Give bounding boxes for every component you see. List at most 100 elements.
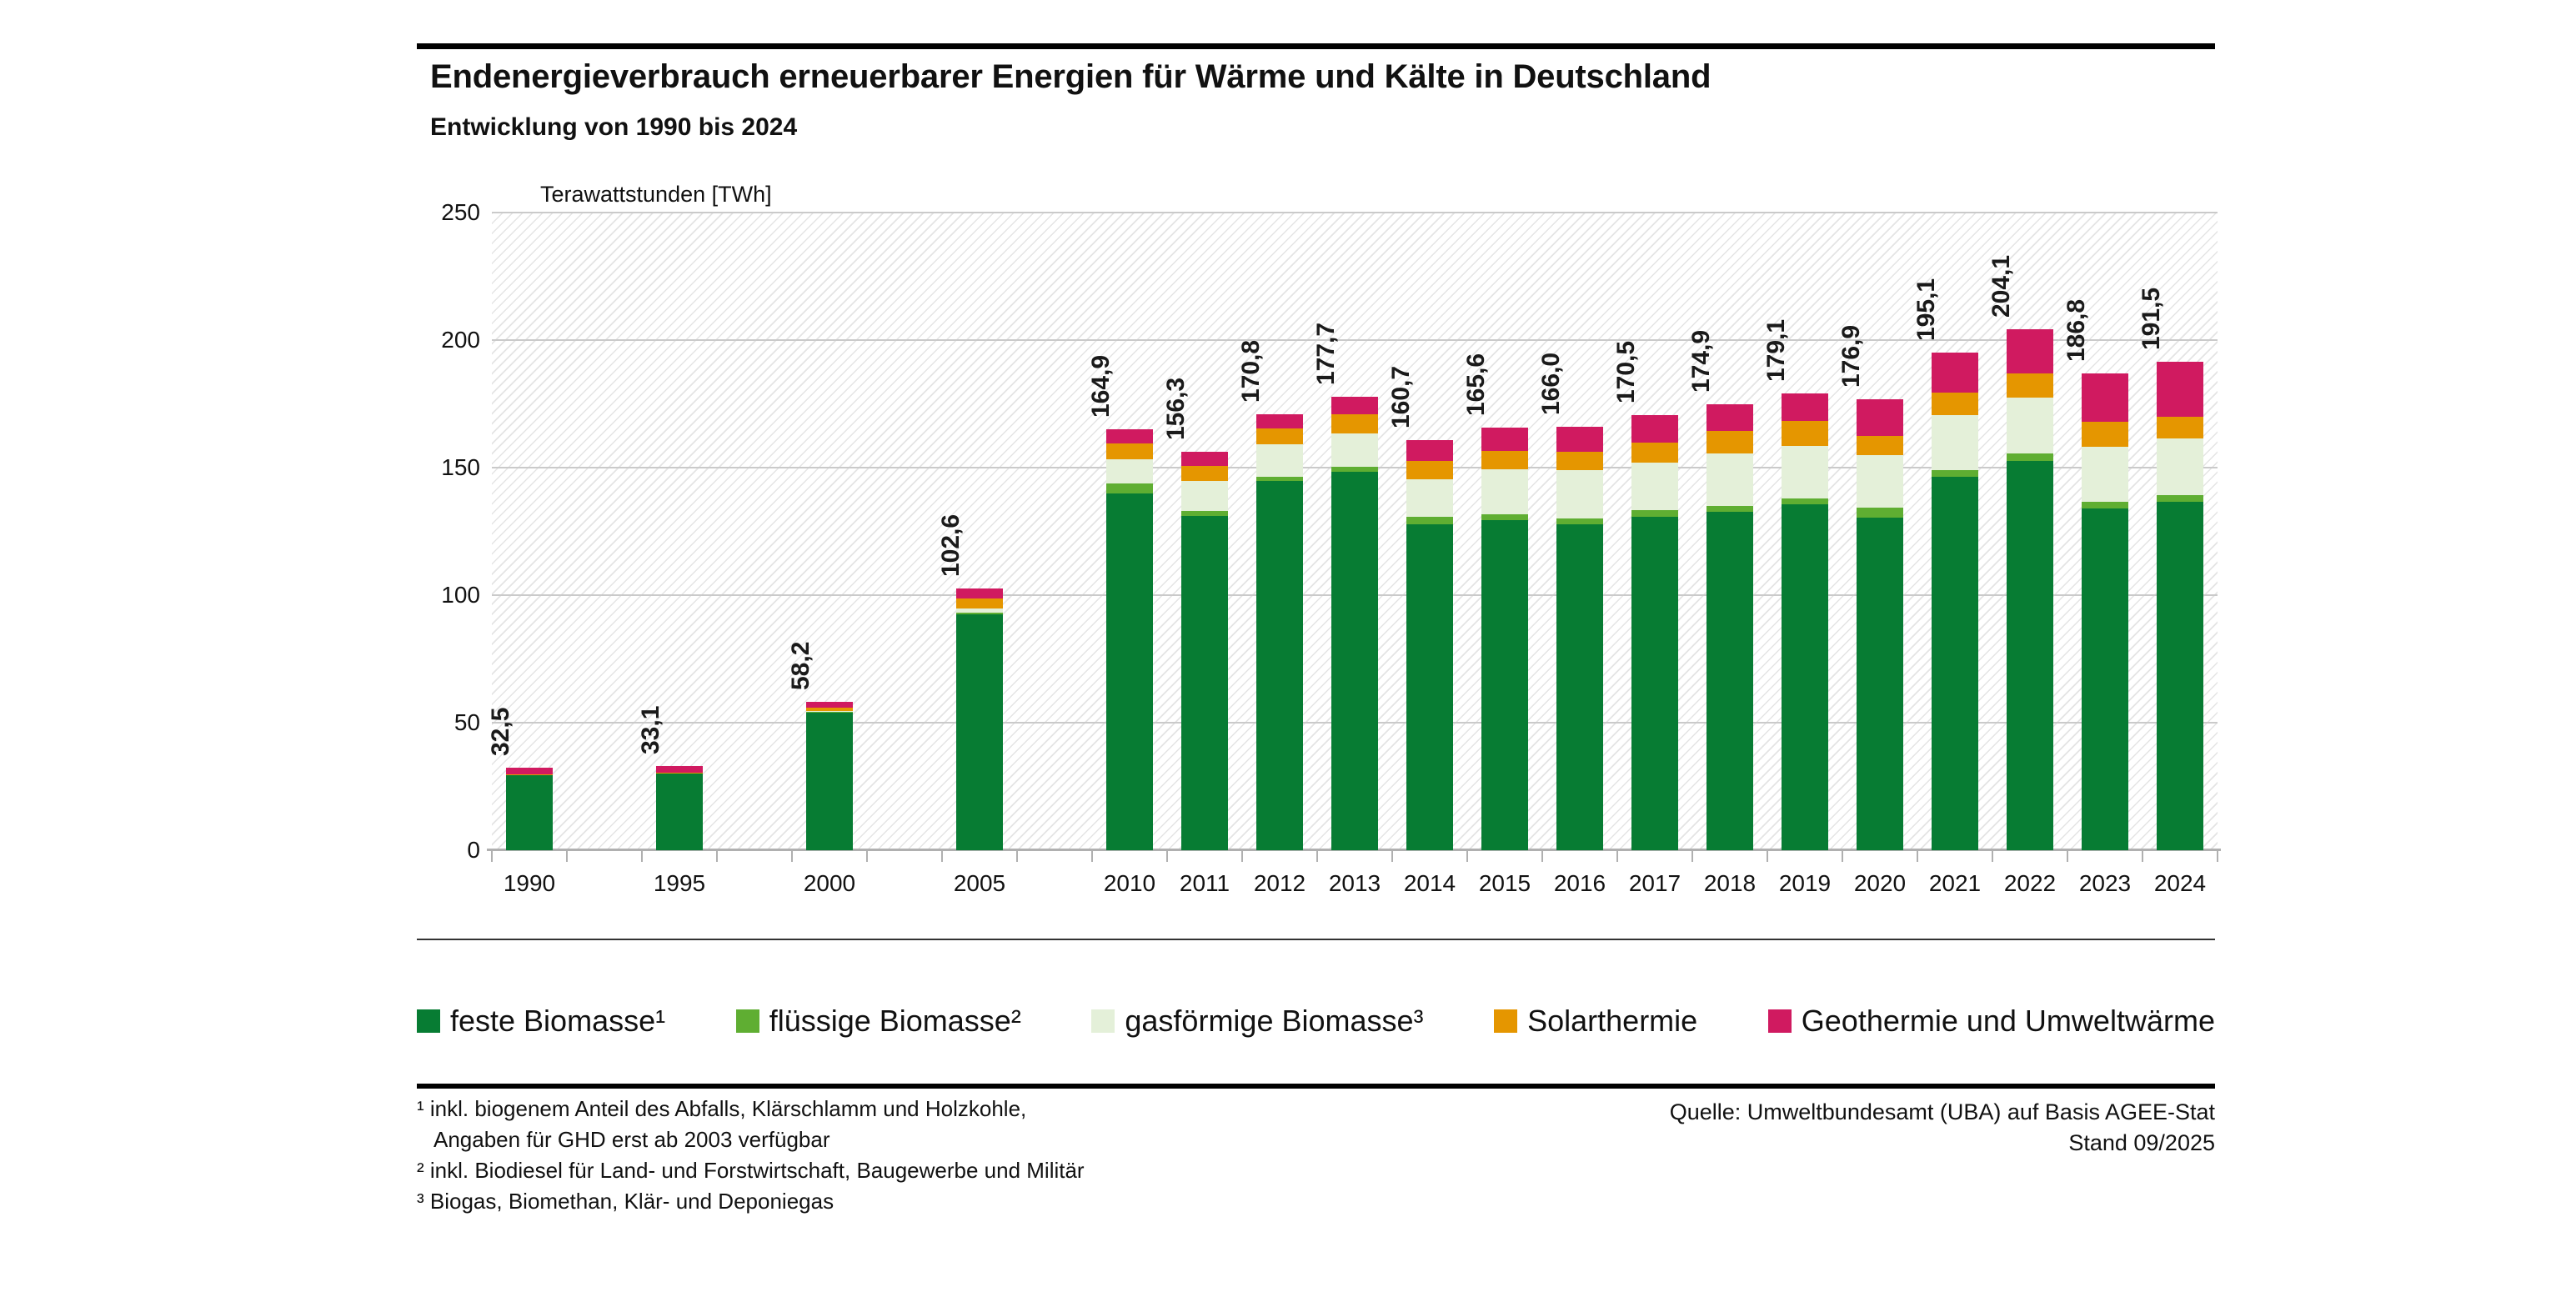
x-axis-tick xyxy=(1391,851,1393,862)
bar-segment-gasf-rmige-biomasse- xyxy=(2157,438,2203,496)
legend-item-fl-ssige-biomasse-: flüssige Biomasse² xyxy=(735,1004,1021,1039)
y-axis-label-250: 250 xyxy=(441,199,480,225)
bar-segment-feste-biomasse- xyxy=(2007,460,2053,850)
y-axis-title: Terawattstunden [TWh] xyxy=(540,182,772,207)
bar-segment-solarthermie xyxy=(1331,414,1378,433)
bar-segment-gasf-rmige-biomasse- xyxy=(2082,446,2128,502)
bar-segment-solarthermie xyxy=(2082,422,2128,447)
legend-label: gasförmige Biomasse³ xyxy=(1125,1004,1424,1038)
legend-item-solarthermie: Solarthermie xyxy=(1494,1004,1697,1039)
bar-total-label-2010: 164,9 xyxy=(1087,355,1115,418)
bar-segment-gasf-rmige-biomasse- xyxy=(1406,479,1453,518)
bar-segment-feste-biomasse- xyxy=(1782,504,1828,850)
bar-segment-fl-ssige-biomasse- xyxy=(1706,505,1753,512)
x-axis-tick xyxy=(1241,851,1243,862)
bar-segment-solarthermie xyxy=(806,708,853,712)
x-axis-tick xyxy=(716,851,718,862)
bar-segment-feste-biomasse- xyxy=(956,613,1003,850)
bar-segment-solarthermie xyxy=(1857,436,1903,456)
bar-segment-geothermie-und-umweltw-rme xyxy=(1706,403,1753,431)
bar-segment-geothermie-und-umweltw-rme xyxy=(1331,397,1378,415)
x-axis-label-2023: 2023 xyxy=(2078,870,2132,896)
bar-segment-geothermie-und-umweltw-rme xyxy=(1631,415,1678,443)
bar-segment-geothermie-und-umweltw-rme xyxy=(806,701,853,709)
bar-total-label-2000: 58,2 xyxy=(787,641,814,690)
x-axis-label-2013: 2013 xyxy=(1328,870,1381,896)
bar-segment-feste-biomasse- xyxy=(1706,511,1753,850)
x-axis-label-2005: 2005 xyxy=(953,870,1006,896)
bar-segment-fl-ssige-biomasse- xyxy=(1181,511,1228,517)
bar-segment-fl-ssige-biomasse- xyxy=(1782,498,1828,505)
footnote-line-3: ² inkl. Biodiesel für Land- und Forstwir… xyxy=(417,1158,1085,1183)
footnote-line-1: ¹ inkl. biogenem Anteil des Abfalls, Klä… xyxy=(417,1096,1027,1121)
x-axis-tick xyxy=(566,851,568,862)
bar-segment-solarthermie xyxy=(1106,443,1153,459)
legend-label: flüssige Biomasse² xyxy=(769,1004,1021,1038)
legend-swatch xyxy=(1767,1009,1792,1033)
legend-item-gasf-rmige-biomasse-: gasförmige Biomasse³ xyxy=(1091,1004,1424,1039)
x-axis-tick xyxy=(1616,851,1618,862)
x-axis-label-2020: 2020 xyxy=(1853,870,1907,896)
x-axis-label-2024: 2024 xyxy=(2153,870,2207,896)
legend: feste Biomasse¹ flüssige Biomasse² gasförm… xyxy=(417,1002,2215,1040)
bar-segment-gasf-rmige-biomasse- xyxy=(956,608,1003,613)
x-axis-tick xyxy=(1691,851,1693,862)
x-axis-tick xyxy=(1316,851,1318,862)
bar-segment-feste-biomasse- xyxy=(1331,471,1378,850)
bar-segment-fl-ssige-biomasse- xyxy=(2082,501,2128,509)
bar-segment-gasf-rmige-biomasse- xyxy=(2007,397,2053,454)
bar-segment-geothermie-und-umweltw-rme xyxy=(1481,428,1528,452)
bar-total-label-2020: 176,9 xyxy=(1837,324,1865,388)
legend-swatch xyxy=(735,1009,759,1033)
legend-separator-line xyxy=(417,939,2215,940)
x-axis-tick xyxy=(1767,851,1768,862)
bar-segment-solarthermie xyxy=(956,598,1003,608)
x-axis-label-2021: 2021 xyxy=(1928,870,1982,896)
x-axis-label-2017: 2017 xyxy=(1628,870,1681,896)
x-axis-tick xyxy=(1842,851,1843,862)
bar-segment-feste-biomasse- xyxy=(1631,517,1678,850)
bar-segment-solarthermie xyxy=(2157,416,2203,439)
bar-segment-feste-biomasse- xyxy=(1481,519,1528,850)
x-axis-tick xyxy=(2067,851,2068,862)
bar-total-label-2018: 174,9 xyxy=(1687,329,1715,393)
bar-segment-solarthermie xyxy=(1181,465,1228,481)
bar-segment-geothermie-und-umweltw-rme xyxy=(656,765,703,773)
legend-label: feste Biomasse¹ xyxy=(450,1004,666,1038)
legend-swatch xyxy=(417,1009,440,1033)
legend-swatch xyxy=(1494,1009,1518,1033)
x-axis-tick xyxy=(791,851,793,862)
bar-total-label-2019: 179,1 xyxy=(1762,318,1790,382)
bar-segment-fl-ssige-biomasse- xyxy=(1481,513,1528,520)
bar-segment-feste-biomasse- xyxy=(2082,508,2128,850)
source-block: Quelle: Umweltbundesamt (UBA) auf Basis … xyxy=(1670,1097,2215,1159)
bar-segment-solarthermie xyxy=(1406,460,1453,480)
bar-total-label-2023: 186,8 xyxy=(2062,299,2090,363)
bar-segment-geothermie-und-umweltw-rme xyxy=(1181,451,1228,466)
bar-total-label-2021: 195,1 xyxy=(1912,278,1940,341)
bar-segment-fl-ssige-biomasse- xyxy=(2157,495,2203,502)
bar-segment-feste-biomasse- xyxy=(1556,523,1603,850)
x-axis-tick xyxy=(491,851,493,862)
bar-segment-solarthermie xyxy=(2007,373,2053,398)
x-axis-label-2011: 2011 xyxy=(1179,870,1230,896)
bar-total-label-2011: 156,3 xyxy=(1162,377,1190,440)
bar-segment-feste-biomasse- xyxy=(1106,493,1153,850)
bar-segment-feste-biomasse- xyxy=(1932,476,1978,850)
bar-segment-geothermie-und-umweltw-rme xyxy=(1857,398,1903,437)
bar-segment-feste-biomasse- xyxy=(656,773,703,850)
x-axis-tick xyxy=(641,851,643,862)
bar-segment-solarthermie xyxy=(1556,451,1603,471)
gridline-200 xyxy=(492,339,2218,341)
bar-segment-feste-biomasse- xyxy=(806,712,853,850)
legend-item-feste-biomasse-: feste Biomasse¹ xyxy=(417,1004,665,1039)
y-axis-label-200: 200 xyxy=(441,327,480,353)
bar-segment-gasf-rmige-biomasse- xyxy=(1631,463,1678,511)
x-axis-tick xyxy=(941,851,943,862)
bar-segment-gasf-rmige-biomasse- xyxy=(1331,433,1378,468)
legend-swatch xyxy=(1091,1009,1115,1033)
bar-segment-geothermie-und-umweltw-rme xyxy=(1932,352,1978,393)
bar-segment-gasf-rmige-biomasse- xyxy=(1932,414,1978,471)
bar-segment-gasf-rmige-biomasse- xyxy=(1181,480,1228,511)
x-axis-tick xyxy=(1016,851,1018,862)
